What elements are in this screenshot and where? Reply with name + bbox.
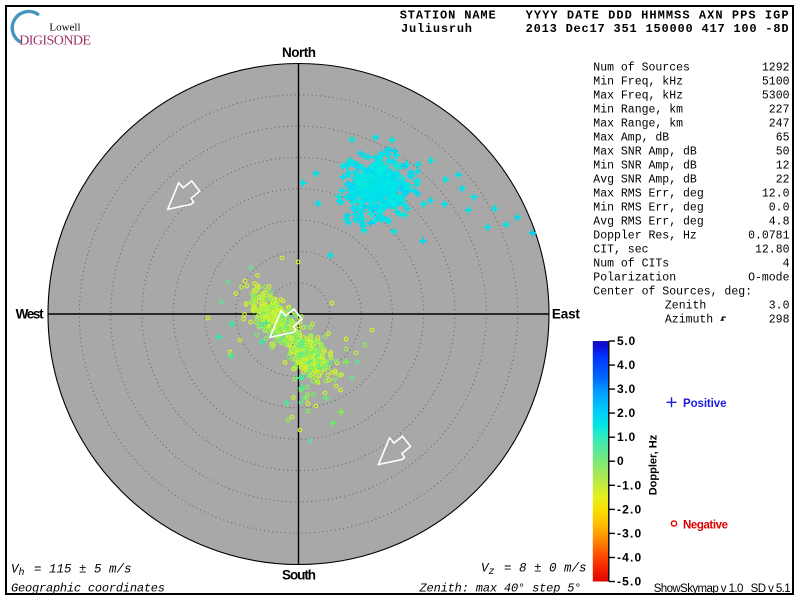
svg-text:Doppler Res, Hz: Doppler Res, Hz: [593, 230, 697, 243]
svg-text:Doppler, Hz: Doppler, Hz: [648, 434, 660, 495]
svg-text:Vh = 115 ± 5 m/s: Vh = 115 ± 5 m/s: [11, 563, 132, 580]
svg-text:West: West: [16, 307, 44, 322]
svg-text:12.80: 12.80: [755, 244, 790, 257]
svg-text:0: 0: [617, 454, 624, 468]
svg-text:12.0: 12.0: [762, 188, 790, 201]
svg-text:5.0: 5.0: [617, 334, 636, 348]
svg-text:Center of Sources, deg:: Center of Sources, deg:: [593, 286, 752, 299]
svg-text:Max Amp, dB: Max Amp, dB: [593, 132, 669, 145]
svg-text:22: 22: [776, 174, 790, 187]
svg-text:Positive: Positive: [683, 398, 727, 410]
svg-text:3.0: 3.0: [769, 300, 790, 313]
svg-text:-3.0: -3.0: [617, 526, 642, 540]
svg-text:Max SNR Amp, dB: Max SNR Amp, dB: [593, 146, 697, 159]
svg-text:Min Range, km: Min Range, km: [593, 104, 683, 117]
svg-text:Min SNR Amp, dB: Min SNR Amp, dB: [593, 160, 697, 173]
svg-text:Zenith: Zenith: [665, 300, 706, 313]
svg-text:3.0: 3.0: [617, 382, 636, 396]
svg-text:Vz = 8 ± 0 m/s: Vz = 8 ± 0 m/s: [481, 562, 587, 579]
svg-text:4: 4: [783, 258, 790, 271]
svg-text:4.0: 4.0: [617, 358, 636, 372]
svg-text:247: 247: [769, 118, 790, 131]
svg-text:CIT, sec: CIT, sec: [593, 244, 648, 257]
svg-text:298: 298: [769, 314, 790, 327]
svg-text:North: North: [282, 45, 316, 60]
svg-text:1.0: 1.0: [617, 430, 636, 444]
svg-text:Juliusruh: Juliusruh: [401, 22, 472, 36]
svg-text:0.0: 0.0: [769, 202, 790, 215]
svg-text:2.0: 2.0: [617, 406, 636, 420]
svg-text:0.0781: 0.0781: [748, 230, 790, 243]
svg-text:2013 Dec17 351 150000 417 100: 2013 Dec17 351 150000 417 100 -8D: [526, 22, 789, 36]
svg-text:1292: 1292: [762, 62, 790, 75]
svg-text:5100: 5100: [762, 76, 790, 89]
svg-text:Negative: Negative: [683, 520, 728, 532]
svg-text:STATION NAME: STATION NAME: [400, 9, 496, 23]
svg-text:4.8: 4.8: [769, 216, 790, 229]
svg-text:Max Range, km: Max Range, km: [593, 118, 683, 131]
svg-text:Lowell: Lowell: [49, 22, 80, 34]
svg-text:Max Freq, kHz: Max Freq, kHz: [593, 90, 683, 103]
svg-text:50: 50: [776, 146, 790, 159]
svg-text:Zenith: max 40° step 5°: Zenith: max 40° step 5°: [419, 582, 582, 596]
svg-text:-4.0: -4.0: [617, 551, 642, 565]
svg-text:ShowSkymap v 1.0 SD v 5.1: ShowSkymap v 1.0 SD v 5.1: [654, 583, 791, 595]
svg-text:Avg SNR Amp, dB: Avg SNR Amp, dB: [593, 174, 697, 187]
svg-text:South: South: [282, 568, 316, 583]
svg-text:5300: 5300: [762, 90, 790, 103]
svg-text:Num of Sources: Num of Sources: [593, 62, 690, 75]
svg-text:Num of CITs: Num of CITs: [593, 258, 669, 271]
svg-text:Geographic coordinates: Geographic coordinates: [11, 582, 165, 596]
svg-text:-1.0: -1.0: [617, 478, 642, 492]
svg-text:65: 65: [776, 132, 790, 145]
svg-text:Polarization: Polarization: [593, 272, 676, 285]
svg-text:DIGISONDE: DIGISONDE: [19, 33, 90, 48]
svg-text:12: 12: [776, 160, 790, 173]
svg-text:Avg RMS Err, deg: Avg RMS Err, deg: [593, 216, 703, 229]
svg-text:-5.0: -5.0: [617, 575, 642, 589]
svg-text:East: East: [552, 307, 581, 322]
svg-text:Min Freq, kHz: Min Freq, kHz: [593, 76, 683, 89]
svg-text:YYYY DATE DDD HHMMSS AXN PPS: YYYY DATE DDD HHMMSS AXN PPS IGP: [526, 9, 789, 23]
svg-text:227: 227: [769, 104, 790, 117]
svg-text:Min RMS Err, deg: Min RMS Err, deg: [593, 202, 703, 215]
svg-text:Max RMS Err, deg: Max RMS Err, deg: [593, 188, 703, 201]
svg-text:O-mode: O-mode: [748, 272, 790, 285]
svg-text:Azimuth: Azimuth: [665, 314, 713, 327]
svg-text:-2.0: -2.0: [617, 502, 642, 516]
